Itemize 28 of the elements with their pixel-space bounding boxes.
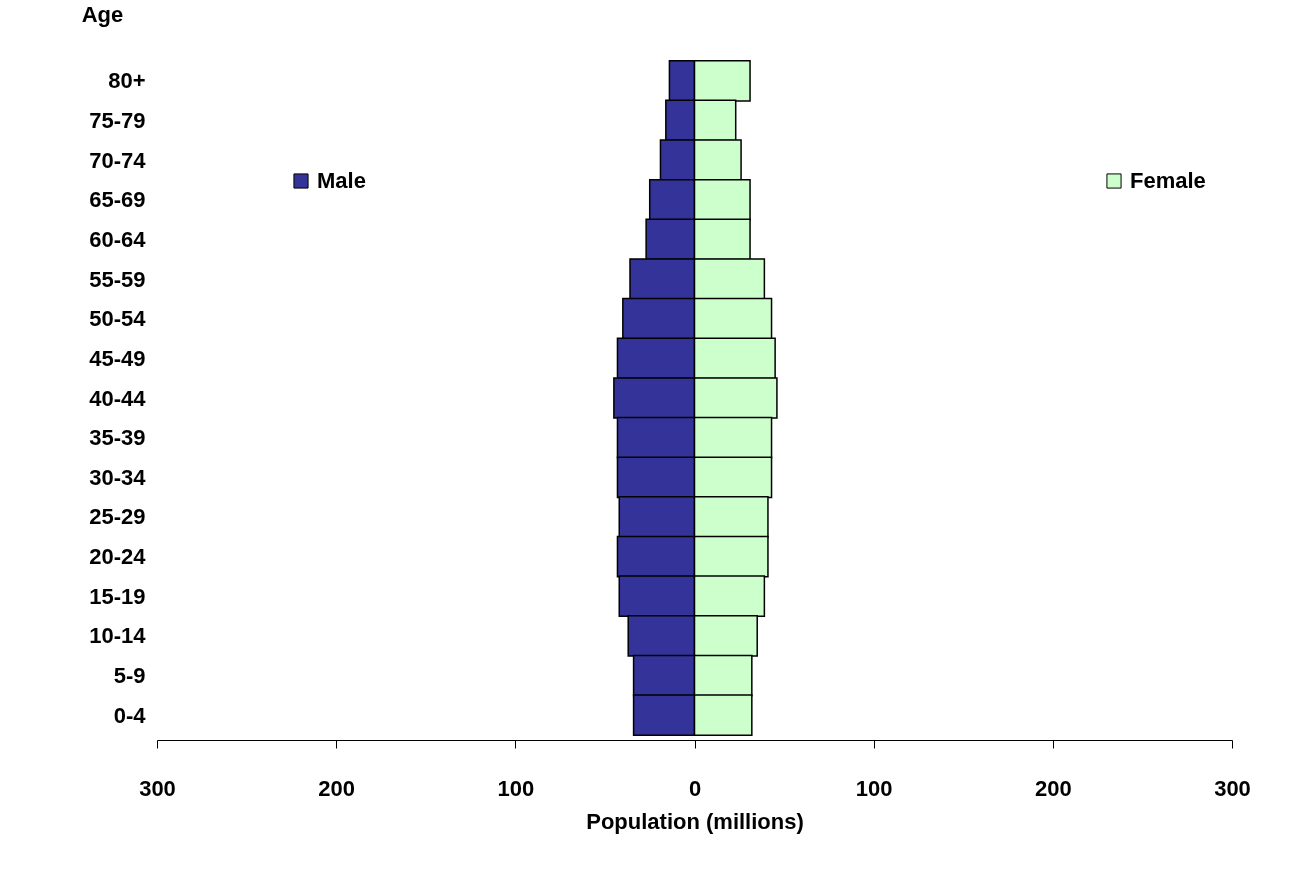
y-tick-label: 60-64 (89, 226, 147, 252)
x-tick-label: 100 (855, 775, 893, 801)
y-tick-label: 55-59 (89, 266, 146, 292)
y-tick-label: 30-34 (89, 464, 147, 490)
y-tick-label: 50-54 (89, 306, 147, 332)
y-tick-label: 75-79 (89, 107, 146, 133)
x-tick-label: 300 (1214, 775, 1251, 801)
x-tick-label: 300 (139, 775, 176, 801)
x-tick-label: 100 (497, 775, 535, 801)
x-axis-title: Population (millions) (586, 808, 804, 834)
y-tick-label: 10-14 (89, 623, 147, 649)
y-tick-label: 45-49 (89, 345, 146, 371)
x-tick-label: 0 (688, 775, 702, 801)
y-tick-label: 25-29 (89, 504, 146, 530)
legend-label: Female (1130, 168, 1206, 193)
y-axis-title: Age (81, 1, 124, 27)
y-tick-label: 80+ (108, 68, 146, 94)
y-tick-label: 70-74 (89, 147, 147, 173)
legend-label: Male (317, 168, 366, 193)
y-tick-label: 0-4 (113, 702, 147, 728)
y-tick-label: 20-24 (89, 544, 147, 570)
y-tick-label: 35-39 (89, 425, 146, 451)
y-tick-label: 5-9 (113, 663, 146, 689)
x-tick-label: 200 (318, 775, 356, 801)
x-tick-label: 200 (1034, 775, 1072, 801)
y-tick-label: 65-69 (89, 187, 146, 213)
y-tick-label: 15-19 (89, 583, 146, 609)
y-tick-label: 40-44 (89, 385, 147, 411)
